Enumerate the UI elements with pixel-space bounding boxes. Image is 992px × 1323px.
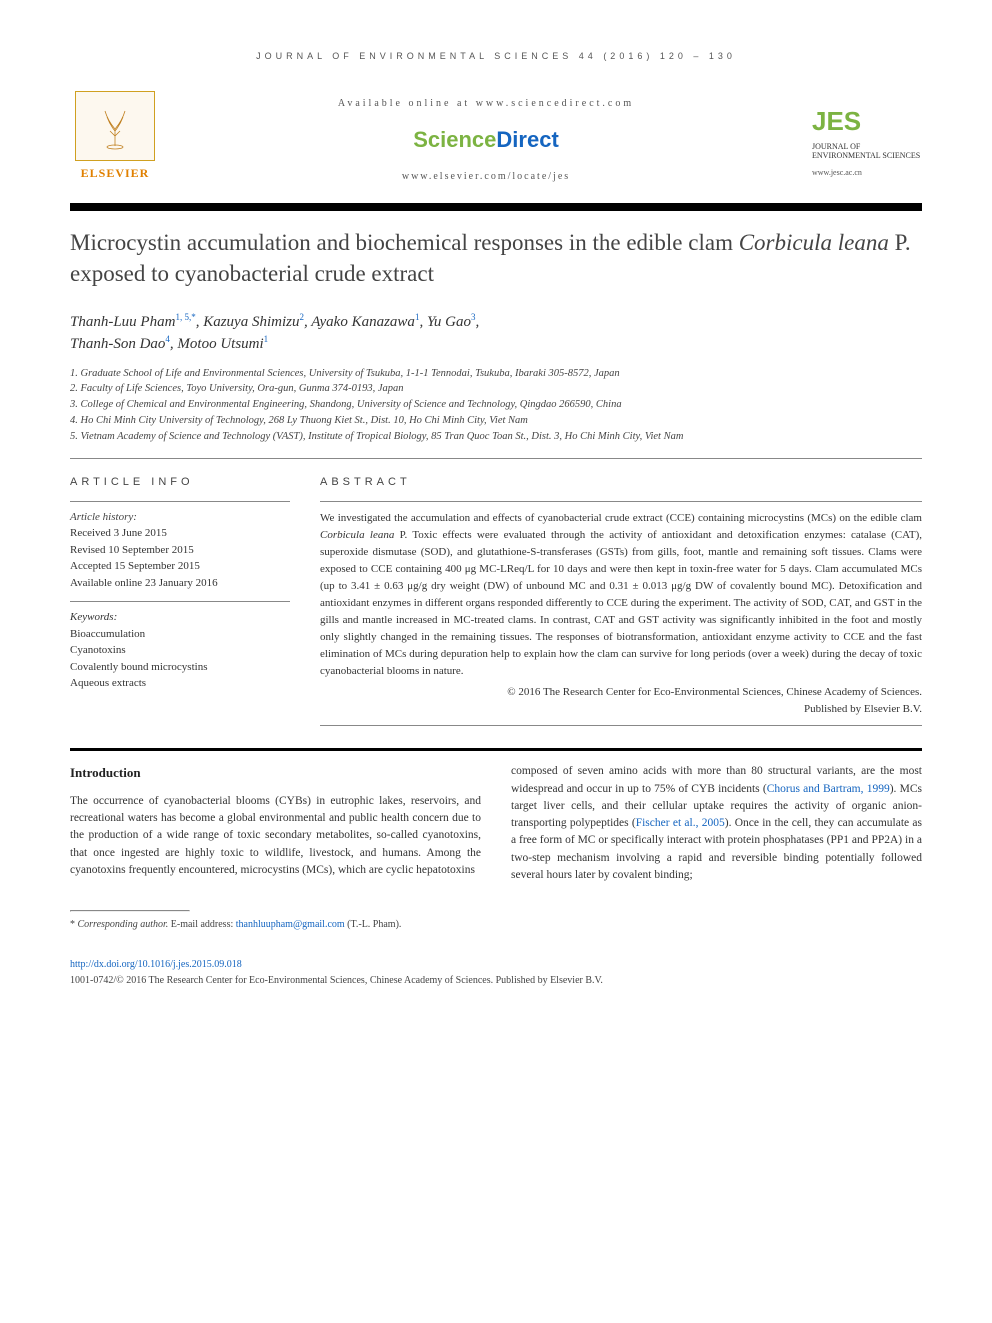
jes-subtitle: JOURNAL OF ENVIRONMENTAL SCIENCES — [812, 142, 922, 161]
jes-logo-text: JES — [812, 103, 922, 139]
author-4-sup: 3 — [471, 312, 476, 322]
citation-chorus[interactable]: Chorus and Bartram, 1999 — [767, 783, 890, 795]
divider-above-info — [70, 458, 922, 459]
author-2: Kazuya Shimizu — [203, 314, 299, 330]
abstract-text: We investigated the accumulation and eff… — [320, 510, 922, 680]
abstract-p1: We investigated the accumulation and eff… — [320, 512, 922, 524]
abstract-copyright: © 2016 The Research Center for Eco-Envir… — [320, 684, 922, 717]
jes-logo-block: JES JOURNAL OF ENVIRONMENTAL SCIENCES ww… — [812, 103, 922, 178]
intro-paragraph-2: composed of seven amino acids with more … — [511, 763, 922, 884]
footnote-separator — [70, 910, 190, 912]
intro-paragraph-1: The occurrence of cyanobacterial blooms … — [70, 793, 481, 879]
history-revised: Revised 10 September 2015 — [70, 542, 290, 559]
available-online: Available online at www.sciencedirect.co… — [160, 97, 812, 111]
copyright-line1: © 2016 The Research Center for Eco-Envir… — [507, 686, 922, 698]
author-6: Motoo Utsumi — [177, 336, 263, 352]
article-info-head: ARTICLE INFO — [70, 475, 290, 490]
body-col-left: Introduction The occurrence of cyanobact… — [70, 763, 481, 884]
citation-fischer[interactable]: Fischer et al., 2005 — [636, 817, 725, 829]
author-5: Thanh-Son Dao — [70, 336, 165, 352]
author-3: Ayako Kanazawa — [311, 314, 415, 330]
running-head: JOURNAL OF ENVIRONMENTAL SCIENCES 44 (20… — [70, 50, 922, 63]
author-2-sup: 2 — [299, 312, 304, 322]
elsevier-text: ELSEVIER — [81, 165, 150, 182]
author-1: Thanh-Luu Pham — [70, 314, 175, 330]
footnote-label: Corresponding author. — [78, 919, 169, 930]
introduction-head: Introduction — [70, 763, 481, 783]
history-online: Available online 23 January 2016 — [70, 575, 290, 592]
history-received: Received 3 June 2015 — [70, 525, 290, 542]
keywords-label: Keywords: — [70, 610, 290, 625]
affiliation-3: 3. College of Chemical and Environmental… — [70, 397, 922, 413]
author-4: Yu Gao — [427, 314, 471, 330]
affiliation-2: 2. Faculty of Life Sciences, Toyo Univer… — [70, 381, 922, 397]
elsevier-logo: ELSEVIER — [70, 91, 160, 191]
keyword-3: Covalently bound microcystins — [70, 659, 290, 676]
locate-url[interactable]: www.elsevier.com/locate/jes — [160, 170, 812, 184]
corresponding-author-footnote: * Corresponding author. E-mail address: … — [70, 918, 922, 932]
footnote-star: * — [70, 919, 78, 930]
author-5-sup: 4 — [165, 334, 170, 344]
header-center: Available online at www.sciencedirect.co… — [160, 97, 812, 184]
article-info-col: ARTICLE INFO Article history: Received 3… — [70, 475, 290, 726]
affiliation-5: 5. Vietnam Academy of Science and Techno… — [70, 429, 922, 445]
footnote-email-link[interactable]: thanhluupham@gmail.com — [236, 919, 345, 930]
bottom-copyright: 1001-0742/© 2016 The Research Center for… — [70, 974, 922, 988]
header-divider-bar — [70, 203, 922, 211]
sd-part2: Direct — [496, 127, 558, 152]
elsevier-tree-icon — [75, 91, 155, 161]
affiliations: 1. Graduate School of Life and Environme… — [70, 366, 922, 445]
history-accepted: Accepted 15 September 2015 — [70, 558, 290, 575]
abstract-p2: P. Toxic effects were evaluated through … — [320, 529, 922, 677]
keyword-4: Aqueous extracts — [70, 675, 290, 692]
body-col-right: composed of seven amino acids with more … — [511, 763, 922, 884]
body-columns: Introduction The occurrence of cyanobact… — [70, 763, 922, 884]
copyright-line2: Published by Elsevier B.V. — [804, 703, 922, 715]
affiliation-1: 1. Graduate School of Life and Environme… — [70, 366, 922, 382]
jes-url[interactable]: www.jesc.ac.cn — [812, 167, 922, 178]
author-list: Thanh-Luu Pham1, 5,*, Kazuya Shimizu2, A… — [70, 311, 922, 356]
article-title: Microcystin accumulation and biochemical… — [70, 227, 922, 289]
history-label: Article history: — [70, 510, 290, 525]
abstract-bottom-divider — [320, 725, 922, 726]
title-species: Corbicula leana — [739, 230, 889, 255]
abstract-species: Corbicula leana — [320, 529, 394, 541]
title-pre: Microcystin accumulation and biochemical… — [70, 230, 739, 255]
keyword-1: Bioaccumulation — [70, 626, 290, 643]
info-abstract-row: ARTICLE INFO Article history: Received 3… — [70, 475, 922, 726]
sd-part1: Science — [413, 127, 496, 152]
footnote-email-label: E-mail address: — [168, 919, 235, 930]
author-6-sup: 1 — [264, 334, 269, 344]
author-3-sup: 1 — [415, 312, 420, 322]
keyword-2: Cyanotoxins — [70, 642, 290, 659]
info-divider-1 — [70, 501, 290, 502]
footnote-tail: (T.-L. Pham). — [345, 919, 402, 930]
info-divider-2 — [70, 601, 290, 602]
sciencedirect-logo[interactable]: ScienceDirect — [413, 125, 559, 156]
author-1-sup: 1, 5,* — [175, 312, 195, 322]
abstract-divider — [320, 501, 922, 502]
doi-link[interactable]: http://dx.doi.org/10.1016/j.jes.2015.09.… — [70, 958, 922, 972]
abstract-col: ABSTRACT We investigated the accumulatio… — [320, 475, 922, 726]
thick-divider — [70, 748, 922, 751]
affiliation-4: 4. Ho Chi Minh City University of Techno… — [70, 413, 922, 429]
header-row: ELSEVIER Available online at www.science… — [70, 91, 922, 191]
abstract-head: ABSTRACT — [320, 475, 922, 490]
